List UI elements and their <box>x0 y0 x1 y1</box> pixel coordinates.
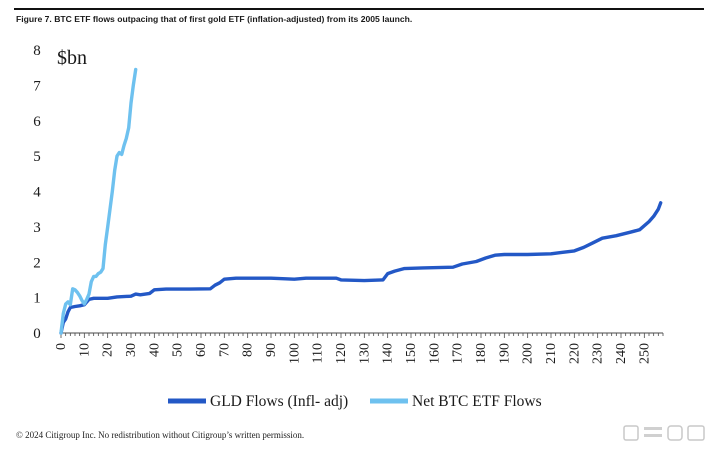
y-axis: 0 1 2 3 4 5 6 7 8 <box>33 43 41 342</box>
x-tick-label: 100 <box>287 343 302 364</box>
x-tick-label: 0 <box>54 343 69 350</box>
unit-label: $bn <box>57 47 87 69</box>
gld-flows-line <box>59 201 663 335</box>
y-tick-label: 0 <box>33 326 41 342</box>
y-tick-label: 7 <box>33 78 41 94</box>
series-layer <box>59 67 663 335</box>
y-tick-label: 4 <box>33 185 41 201</box>
x-tick-label: 220 <box>567 343 582 364</box>
x-tick-label: 60 <box>194 343 209 357</box>
x-tick-label: 40 <box>147 343 162 357</box>
x-tick-label: 30 <box>124 343 139 357</box>
x-tick-label: 240 <box>614 343 629 364</box>
x-tick-label: 230 <box>591 343 606 364</box>
x-tick-label: 200 <box>521 343 536 364</box>
x-tick-label: 110 <box>311 343 326 363</box>
x-tick-label: 210 <box>544 343 559 364</box>
x-tick-label: 50 <box>171 343 186 357</box>
top-rule <box>14 8 704 10</box>
x-tick-label: 130 <box>357 343 372 364</box>
y-tick-label: 2 <box>33 255 41 271</box>
x-tick-label: 80 <box>241 343 256 357</box>
x-tick-label: 10 <box>77 343 92 357</box>
y-tick-label: 6 <box>33 114 41 130</box>
x-tick-label: 160 <box>427 343 442 364</box>
x-axis: 0 10 20 30 40 50 60 70 80 90 100 110 120 130 140 150 160… <box>54 332 664 364</box>
x-tick-label: 20 <box>101 343 116 357</box>
legend-label-btc: Net BTC ETF Flows <box>412 393 542 410</box>
x-tick-label: 140 <box>381 343 396 364</box>
x-tick-label: 190 <box>497 343 512 364</box>
legend: GLD Flows (Infl- adj) Net BTC ETF Flows <box>168 393 542 410</box>
x-tick-label: 90 <box>264 343 279 357</box>
copyright-footer: © 2024 Citigroup Inc. No redistribution … <box>16 430 305 440</box>
y-tick-label: 3 <box>33 220 41 236</box>
y-tick-label: 5 <box>33 149 41 165</box>
x-tick-label: 120 <box>334 343 349 364</box>
x-tick-label: 180 <box>474 343 489 364</box>
y-tick-label: 1 <box>33 291 41 307</box>
watermark-logo-icon <box>623 425 705 441</box>
figure-caption: Figure 7. BTC ETF flows outpacing that o… <box>16 14 413 24</box>
x-tick-label: 250 <box>637 343 652 364</box>
x-tick-label: 70 <box>217 343 232 357</box>
legend-label-gld: GLD Flows (Infl- adj) <box>210 393 348 410</box>
x-tick-label: 150 <box>404 343 419 364</box>
btc-etf-flows-line <box>59 67 138 335</box>
x-tick-label: 170 <box>451 343 466 364</box>
y-tick-label: 8 <box>33 43 41 59</box>
